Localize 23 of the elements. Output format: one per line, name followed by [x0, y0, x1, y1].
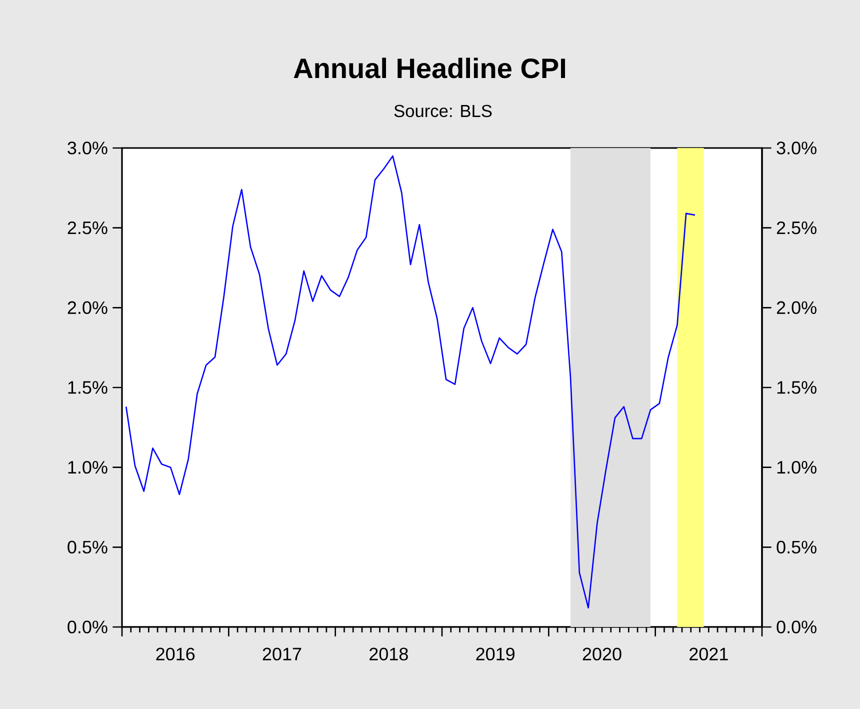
y-tick-label: 3.0% [68, 142, 108, 154]
x-tick-label: 2018 [370, 648, 408, 660]
chart-title: Annual Headline CPI [294, 58, 566, 78]
y2-tick-label: 2.5% [776, 221, 816, 234]
x-tick-label: 2019 [476, 648, 514, 660]
y-tick-label: 0.5% [68, 540, 108, 554]
y-tick-label: 0.0% [68, 620, 108, 634]
x-tick-label: 2021 [690, 648, 728, 660]
y2-tick-label: 0.0% [776, 620, 816, 634]
y-tick-label: 1.0% [68, 460, 108, 474]
source-note: Source: BLS [394, 104, 492, 118]
y-tick-label: 1.5% [68, 381, 108, 394]
y2-tick-label: 1.5% [777, 381, 816, 394]
x-tick-label: 2017 [262, 648, 302, 660]
y2-tick-label: 3.0% [776, 142, 816, 154]
line-series [125, 155, 696, 608]
x-tick-label: 2016 [156, 648, 195, 660]
y-tick-label: 2.0% [68, 301, 108, 314]
y2-tick-label: 2.0% [776, 301, 816, 314]
y2-tick-label: 0.5% [776, 540, 816, 554]
y2-tick-label: 1.0% [777, 460, 816, 474]
x-tick-label: 2020 [582, 648, 622, 660]
y-tick-label: 2.5% [68, 221, 108, 234]
